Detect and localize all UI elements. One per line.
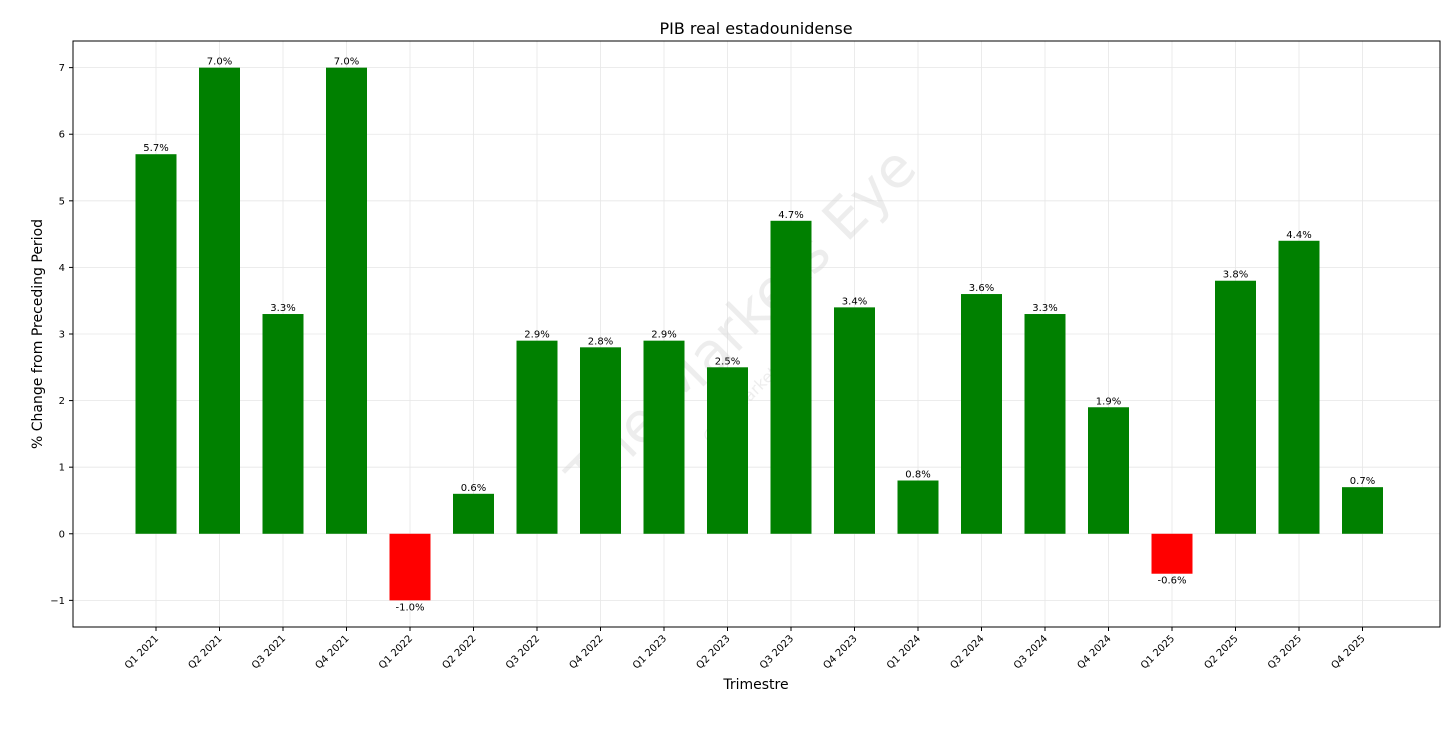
bar — [516, 340, 558, 534]
y-tick-label: 0 — [59, 529, 65, 540]
data-label: 2.9% — [524, 330, 549, 341]
bar — [326, 67, 367, 534]
x-tick-label: Q2 2021 — [187, 633, 225, 671]
data-label: 0.7% — [1350, 476, 1375, 487]
data-label: -1.0% — [395, 602, 424, 613]
y-tick-label: 4 — [59, 263, 65, 274]
bar — [135, 154, 177, 534]
data-label: 4.4% — [1286, 230, 1311, 241]
data-label: 7.0% — [207, 57, 232, 68]
data-label: 3.4% — [842, 296, 867, 307]
data-label: 1.9% — [1096, 396, 1121, 407]
bar — [643, 340, 685, 534]
x-tick-label: Q3 2022 — [504, 633, 542, 671]
data-labels: 5.7% 7.0% 3.3% 7.0% -1.0% 0.6% 2.9% 2.8% 2.9% 2.5… — [143, 57, 1375, 614]
bar — [897, 480, 939, 534]
data-label: 2.8% — [588, 336, 613, 347]
bar — [834, 307, 875, 534]
chart-title: PIB real estadounidense — [659, 19, 852, 38]
x-tick-label: Q2 2022 — [441, 633, 479, 671]
x-tick-label: Q1 2021 — [123, 633, 161, 671]
x-tick-label: Q2 2024 — [949, 633, 987, 671]
bar — [199, 67, 240, 534]
y-axis-label: % Change from Preceding Period — [30, 219, 46, 449]
data-label: -0.6% — [1157, 576, 1186, 587]
data-label: 3.3% — [1032, 303, 1057, 314]
bar — [961, 294, 1002, 534]
bar — [1151, 533, 1193, 574]
x-tick-label: Q3 2023 — [758, 633, 796, 671]
y-tick-label: 2 — [59, 396, 65, 407]
x-tick-label: Q3 2025 — [1266, 633, 1304, 671]
x-tick-label: Q2 2023 — [695, 633, 733, 671]
bar — [770, 220, 812, 534]
data-label: 5.7% — [143, 143, 168, 154]
data-label: 4.7% — [778, 210, 803, 221]
data-label: 3.8% — [1223, 270, 1248, 281]
y-tick-label: 6 — [59, 130, 65, 141]
x-tick-label: Q1 2024 — [885, 633, 923, 671]
data-label: 2.5% — [715, 356, 740, 367]
x-tick-label: Q4 2021 — [314, 633, 352, 671]
data-label: 3.3% — [270, 303, 295, 314]
data-label: 0.8% — [905, 470, 930, 481]
x-tick-label: Q4 2023 — [822, 633, 860, 671]
x-tick-label: Q3 2021 — [250, 633, 288, 671]
bar — [1088, 407, 1129, 534]
bar — [580, 347, 621, 534]
data-label: 7.0% — [334, 57, 359, 68]
bar — [453, 493, 494, 534]
data-label: 0.6% — [461, 483, 486, 494]
x-axis-label: Trimestre — [722, 677, 788, 693]
x-tick-label: Q3 2024 — [1012, 633, 1050, 671]
bar — [1278, 240, 1320, 534]
x-tick-label: Q1 2023 — [631, 633, 669, 671]
x-tick-label: Q1 2025 — [1139, 633, 1177, 671]
y-tick-label: 7 — [59, 63, 65, 74]
bar — [1215, 280, 1256, 534]
bar — [262, 314, 304, 534]
data-label: 2.9% — [651, 330, 676, 341]
x-tick-label: Q4 2022 — [568, 633, 606, 671]
bar — [1024, 314, 1066, 534]
bar — [1342, 487, 1383, 534]
y-tick-label: 3 — [59, 330, 65, 341]
x-axis: Q1 2021 Q2 2021 Q3 2021 Q4 2021 Q1 2022 Q2 20… — [123, 627, 1368, 671]
bar — [389, 533, 431, 601]
x-tick-label: Q4 2025 — [1330, 633, 1368, 671]
data-label: 3.6% — [969, 283, 994, 294]
bar — [707, 367, 748, 534]
x-tick-label: Q1 2022 — [377, 633, 415, 671]
y-tick-label: 1 — [59, 463, 65, 474]
x-tick-label: Q2 2025 — [1203, 633, 1241, 671]
y-axis: −1 0 1 2 3 4 5 6 7 — [50, 63, 73, 607]
bars — [135, 67, 1383, 601]
y-tick-label: −1 — [50, 596, 65, 607]
x-tick-label: Q4 2024 — [1076, 633, 1114, 671]
y-tick-label: 5 — [59, 196, 65, 207]
